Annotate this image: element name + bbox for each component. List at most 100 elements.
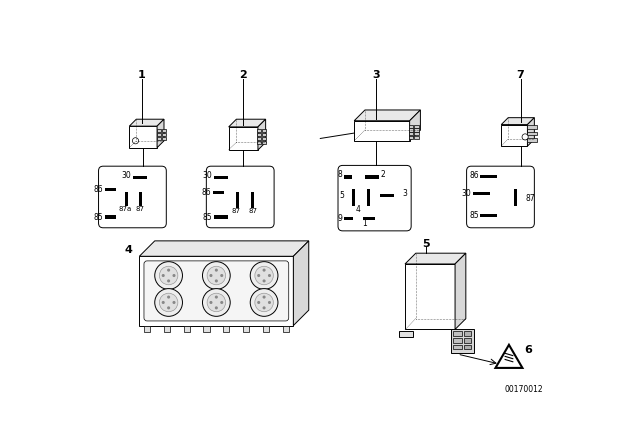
Bar — [452, 338, 462, 343]
Bar — [162, 129, 166, 132]
Bar — [414, 132, 419, 135]
Text: 85: 85 — [203, 212, 212, 221]
Text: 30: 30 — [203, 171, 212, 180]
Bar — [451, 329, 474, 353]
Bar — [515, 189, 517, 206]
Circle shape — [255, 266, 273, 285]
Polygon shape — [405, 253, 466, 264]
Circle shape — [257, 274, 260, 277]
Circle shape — [255, 293, 273, 312]
Circle shape — [207, 293, 225, 312]
Circle shape — [167, 269, 170, 271]
Bar — [363, 217, 375, 220]
Text: 30: 30 — [461, 190, 471, 198]
Text: 00170012: 00170012 — [505, 385, 543, 394]
Circle shape — [162, 301, 164, 304]
Circle shape — [159, 266, 178, 285]
Bar — [157, 133, 161, 136]
Text: 85: 85 — [93, 212, 103, 221]
Text: 86: 86 — [469, 171, 479, 180]
Polygon shape — [405, 264, 455, 329]
Text: 87: 87 — [525, 194, 535, 203]
Bar — [367, 189, 371, 206]
Text: 1: 1 — [138, 70, 145, 80]
Bar — [452, 331, 462, 336]
Bar — [157, 129, 161, 132]
Polygon shape — [293, 241, 308, 326]
Polygon shape — [140, 241, 308, 256]
Text: 8: 8 — [338, 170, 342, 179]
Polygon shape — [129, 126, 157, 148]
Circle shape — [268, 274, 271, 277]
Bar — [105, 215, 116, 219]
Polygon shape — [228, 127, 258, 150]
Bar — [144, 326, 150, 332]
Circle shape — [220, 274, 223, 277]
Bar — [257, 137, 261, 140]
Bar — [214, 176, 228, 179]
Bar — [257, 141, 261, 144]
Bar — [527, 125, 537, 129]
Text: 5: 5 — [422, 239, 430, 249]
Text: 4: 4 — [356, 205, 360, 214]
Bar — [527, 132, 537, 135]
Bar — [344, 217, 353, 220]
Bar — [463, 331, 471, 336]
Text: 85: 85 — [469, 211, 479, 220]
Text: 4: 4 — [125, 245, 132, 255]
Text: 3: 3 — [372, 70, 380, 80]
Polygon shape — [129, 119, 164, 126]
Circle shape — [250, 262, 278, 289]
Circle shape — [155, 289, 182, 316]
Text: 3: 3 — [403, 190, 407, 198]
Circle shape — [159, 293, 178, 312]
FancyBboxPatch shape — [467, 166, 534, 228]
Circle shape — [220, 301, 223, 304]
Bar — [262, 129, 266, 132]
FancyBboxPatch shape — [144, 261, 289, 321]
Polygon shape — [455, 253, 466, 329]
Polygon shape — [410, 110, 420, 141]
Circle shape — [257, 301, 260, 304]
Bar — [414, 136, 419, 139]
Circle shape — [172, 274, 175, 277]
Circle shape — [155, 262, 182, 289]
Bar — [184, 326, 189, 332]
Text: 87a: 87a — [118, 206, 131, 212]
Circle shape — [132, 138, 139, 144]
Text: 9: 9 — [338, 214, 342, 223]
Text: 5: 5 — [339, 191, 344, 200]
Bar — [262, 133, 266, 136]
Bar — [212, 191, 224, 194]
Polygon shape — [157, 119, 164, 148]
FancyBboxPatch shape — [338, 165, 411, 231]
Bar — [139, 192, 141, 206]
Bar — [409, 132, 413, 135]
FancyBboxPatch shape — [99, 166, 166, 228]
Bar — [409, 125, 413, 128]
Circle shape — [215, 306, 218, 310]
Circle shape — [262, 280, 266, 282]
Bar — [414, 129, 419, 132]
Bar — [399, 331, 413, 337]
Text: 87: 87 — [136, 206, 145, 212]
Bar — [481, 214, 497, 217]
Circle shape — [167, 280, 170, 282]
Circle shape — [207, 266, 225, 285]
Bar — [414, 125, 419, 128]
Circle shape — [250, 289, 278, 316]
Circle shape — [167, 296, 170, 299]
Circle shape — [268, 301, 271, 304]
Circle shape — [202, 289, 230, 316]
Circle shape — [262, 269, 266, 271]
Polygon shape — [501, 118, 534, 125]
Bar — [251, 192, 254, 208]
Bar — [365, 176, 379, 178]
Circle shape — [522, 134, 528, 140]
Circle shape — [215, 296, 218, 299]
Bar — [223, 326, 229, 332]
Polygon shape — [354, 121, 410, 141]
Text: 2: 2 — [239, 70, 247, 80]
Bar — [243, 326, 249, 332]
Polygon shape — [258, 119, 266, 150]
